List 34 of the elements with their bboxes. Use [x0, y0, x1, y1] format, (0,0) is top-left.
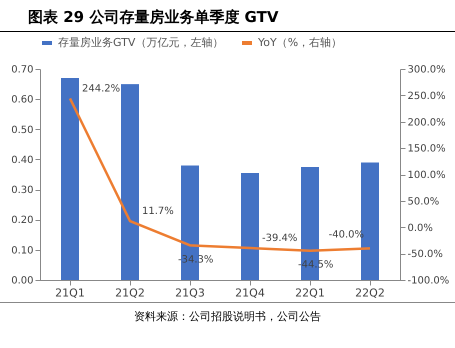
y2-tick-label: 50.0%	[408, 196, 440, 208]
y2-tick-label: 250.0%	[408, 90, 446, 102]
x-tick-label: 21Q3	[175, 286, 205, 300]
y2-tick-label: 150.0%	[408, 144, 446, 155]
data-label: 11.7%	[142, 206, 174, 218]
y-tick-label: 0.10	[11, 245, 34, 256]
data-label: -39.4%	[262, 233, 298, 244]
data-label: 244.2%	[82, 83, 120, 94]
bar	[241, 172, 259, 280]
x-tick-label: 22Q1	[295, 286, 325, 300]
x-tick-label: 22Q2	[355, 286, 385, 300]
y-tick-label: 0.40	[11, 154, 34, 166]
y-tick-label: 0.00	[11, 276, 34, 286]
y-tick-label: 0.20	[11, 215, 34, 226]
y-tick-label: 0.70	[11, 64, 34, 76]
y2-tick-label: -100.0%	[408, 276, 450, 286]
chart-title: 图表 29 公司存量房业务单季度 GTV	[0, 0, 455, 32]
y2-tick-label: -50.0%	[408, 249, 443, 260]
y-tick-label: 0.50	[11, 124, 34, 136]
legend-label: 存量房业务GTV（万亿元，左轴）	[58, 36, 224, 49]
y2-tick-label: 300.0%	[408, 64, 446, 76]
y2-tick-label: 0.0%	[408, 222, 433, 234]
legend-label: YoY（%，右轴）	[257, 36, 342, 49]
bar	[121, 84, 139, 280]
text: 资料来源：公司招股说明书，公司公告	[0, 302, 455, 324]
x-tick-label: 21Q4	[235, 286, 265, 300]
line-series	[68, 97, 372, 252]
x-tick-label: 21Q1	[55, 286, 85, 300]
bar	[61, 78, 79, 280]
x-tick-label: 21Q2	[115, 286, 145, 300]
y2-tick-label: 100.0%	[408, 170, 446, 181]
y-tick-label: 0.60	[11, 94, 34, 106]
y-tick-label: 0.30	[11, 185, 34, 196]
y2-tick-label: 200.0%	[408, 117, 446, 128]
